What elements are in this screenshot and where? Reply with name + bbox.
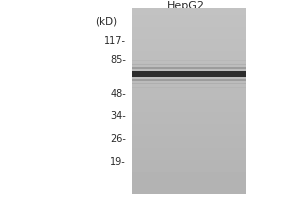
- Text: 19-: 19-: [110, 157, 126, 167]
- Text: 34-: 34-: [110, 111, 126, 121]
- Text: 48-: 48-: [110, 89, 126, 99]
- Text: HepG2: HepG2: [167, 1, 205, 11]
- Text: 26-: 26-: [110, 134, 126, 144]
- Text: 117-: 117-: [104, 36, 126, 46]
- Text: (kD): (kD): [95, 16, 117, 26]
- Text: 85-: 85-: [110, 55, 126, 65]
